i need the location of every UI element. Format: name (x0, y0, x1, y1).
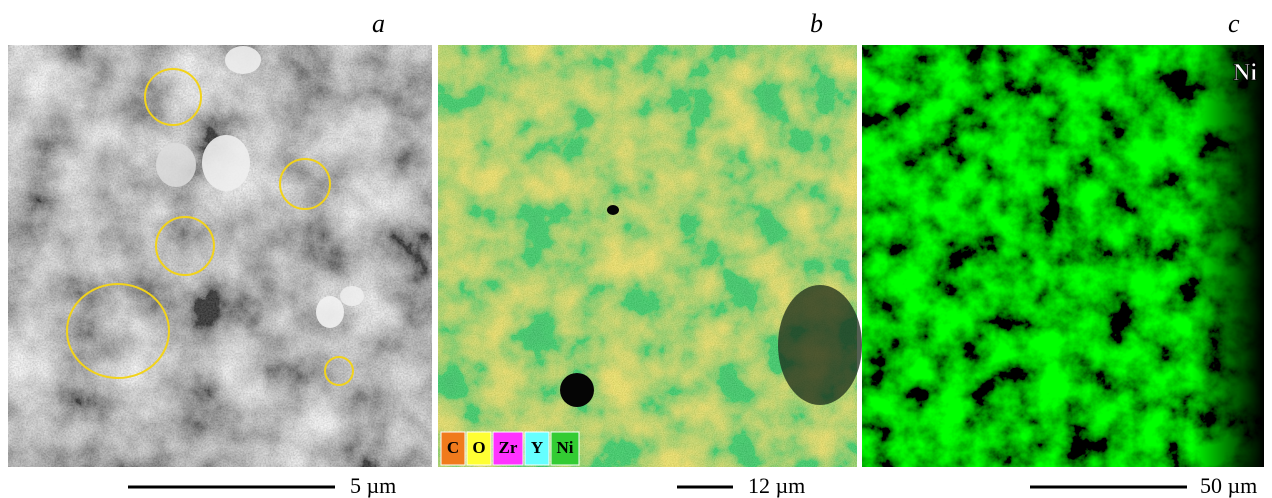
eds-texture (438, 45, 857, 467)
edge-shade (862, 45, 1264, 467)
scale-bar-label: 5 µm (350, 473, 396, 498)
element-label: Ni (1233, 60, 1257, 86)
panel-label: c (1228, 9, 1240, 38)
figure: a 5 µm C O Zr Y Ni b 12 µm Ni c (0, 0, 1272, 498)
panel-label: b (810, 9, 823, 38)
panel-c: Ni c 50 µm (862, 9, 1264, 498)
legend-label: Y (531, 438, 543, 457)
legend-label: Ni (557, 438, 574, 457)
panel-label: a (372, 9, 385, 38)
sem-texture (8, 45, 432, 467)
scale-bar-label: 50 µm (1200, 473, 1257, 498)
legend-label: O (472, 438, 485, 457)
panel-b: C O Zr Y Ni b 12 µm (438, 9, 862, 498)
pore (560, 373, 594, 407)
panel-a: a 5 µm (8, 9, 432, 498)
dark-region (778, 285, 862, 405)
legend: C O Zr Y Ni (441, 432, 579, 465)
legend-label: Zr (499, 438, 518, 457)
legend-label: C (447, 438, 459, 457)
scale-bar-label: 12 µm (748, 473, 805, 498)
pore (607, 205, 619, 215)
